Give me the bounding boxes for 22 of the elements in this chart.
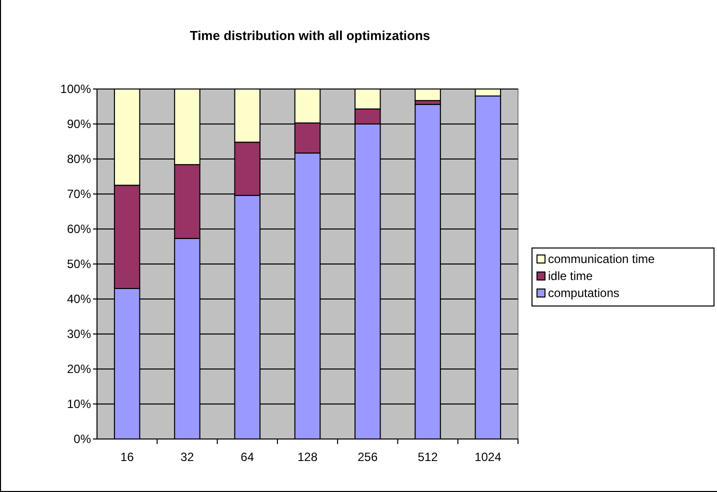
y-tick-label: 50%	[66, 257, 92, 272]
y-tick-label: 70%	[66, 187, 92, 202]
y-tick-label: 100%	[60, 82, 92, 96]
x-tick-label: 16	[120, 450, 134, 464]
x-tick-label: 64	[240, 450, 254, 464]
y-tick-label: 80%	[66, 152, 92, 166]
x-tick-label: 128	[297, 450, 318, 464]
y-tick-label: 0%	[74, 432, 92, 446]
y-tick-label: 60%	[66, 222, 92, 236]
x-tick-label: 1024	[474, 450, 502, 464]
legend-label: idle time	[548, 269, 594, 283]
chart-title: Time distribution with all optimizations	[190, 28, 430, 43]
x-tick-label: 512	[418, 450, 438, 464]
x-tick-label: 256	[358, 450, 378, 464]
y-tick-label: 40%	[66, 292, 92, 306]
y-tick-label: 20%	[66, 362, 92, 376]
y-tick-label: 10%	[66, 397, 92, 412]
legend-label: computations	[548, 286, 620, 300]
x-tick-label: 32	[180, 450, 194, 464]
y-tick-label: 90%	[66, 117, 92, 132]
legend-label: communication time	[548, 252, 656, 266]
y-tick-label: 30%	[66, 327, 92, 342]
